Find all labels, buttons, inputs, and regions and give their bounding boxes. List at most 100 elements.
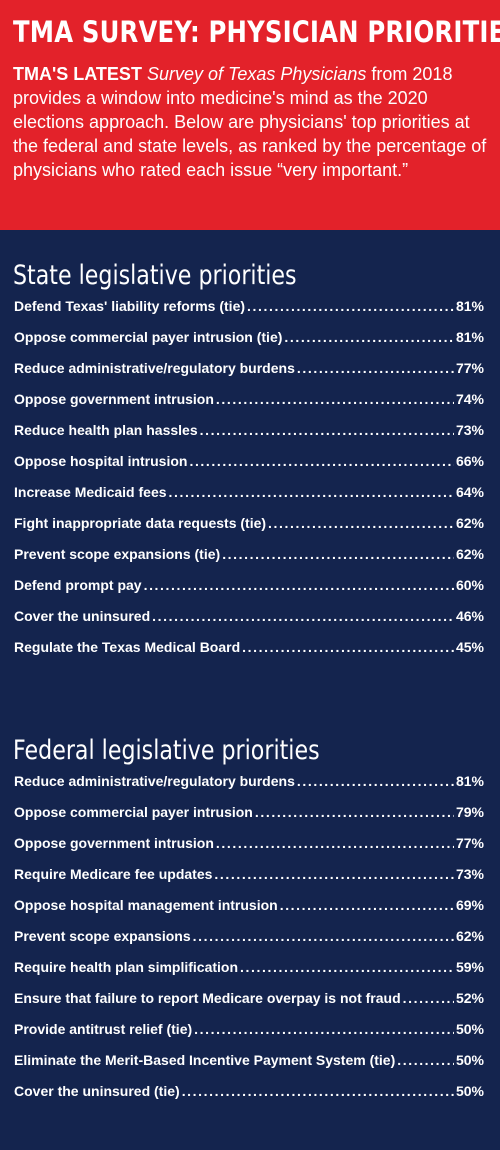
federal-priorities-list: Reduce administrative/regulatory burdens… bbox=[0, 773, 500, 1114]
priority-percentage: 46% bbox=[455, 608, 484, 624]
priority-row: Fight inappropriate data requests (tie) 6… bbox=[0, 515, 500, 546]
state-priorities-list: Defend Texas' liability reforms (tie) 81%… bbox=[0, 298, 500, 670]
priority-row: Reduce health plan hassles 73% bbox=[0, 422, 500, 453]
intro-paragraph: TMA'S LATEST Survey of Texas Physicians … bbox=[13, 62, 488, 182]
priority-row: Defend prompt pay 60% bbox=[0, 577, 500, 608]
priority-label: Oppose hospital intrusion bbox=[14, 453, 188, 469]
priority-label: Require health plan simplification bbox=[14, 959, 239, 975]
intro-body: from 2018 provides a window into medicin… bbox=[13, 64, 487, 180]
dot-leader bbox=[189, 453, 454, 469]
priority-percentage: 60% bbox=[455, 577, 484, 593]
priority-percentage: 73% bbox=[455, 422, 484, 438]
priority-label: Reduce administrative/regulatory burdens bbox=[14, 360, 295, 376]
page-title: TMA SURVEY: PHYSICIAN PRIORITIES bbox=[13, 15, 500, 49]
priority-row: Oppose hospital management intrusion 69% bbox=[0, 897, 500, 928]
priority-label: Oppose commercial payer intrusion (tie) bbox=[14, 329, 283, 345]
priority-label: Cover the uninsured (tie) bbox=[14, 1083, 180, 1099]
priority-percentage: 62% bbox=[455, 515, 484, 531]
dot-leader bbox=[268, 515, 454, 531]
dot-leader bbox=[280, 897, 454, 913]
intro-lead: TMA'S LATEST bbox=[13, 64, 142, 84]
header-banner: TMA SURVEY: PHYSICIAN PRIORITIES TMA'S L… bbox=[0, 0, 500, 230]
priority-label: Oppose government intrusion bbox=[14, 391, 214, 407]
priority-row: Cover the uninsured 46% bbox=[0, 608, 500, 639]
priority-row: Oppose government intrusion 77% bbox=[0, 835, 500, 866]
intro-survey-name: Survey of Texas Physicians bbox=[146, 64, 367, 84]
priority-percentage: 77% bbox=[455, 360, 484, 376]
priority-row: Require Medicare fee updates 73% bbox=[0, 866, 500, 897]
priority-label: Prevent scope expansions (tie) bbox=[14, 546, 221, 562]
priority-percentage: 62% bbox=[455, 928, 484, 944]
dot-leader bbox=[194, 1021, 454, 1037]
priority-row: Require health plan simplification 59% bbox=[0, 959, 500, 990]
priority-percentage: 74% bbox=[455, 391, 484, 407]
priority-percentage: 73% bbox=[455, 866, 484, 882]
dot-leader bbox=[403, 990, 454, 1006]
dot-leader bbox=[144, 577, 454, 593]
dot-leader bbox=[255, 804, 454, 820]
priority-label: Require Medicare fee updates bbox=[14, 866, 213, 882]
priority-label: Reduce health plan hassles bbox=[14, 422, 198, 438]
priority-label: Fight inappropriate data requests (tie) bbox=[14, 515, 267, 531]
dot-leader bbox=[200, 422, 454, 438]
priority-row: Oppose commercial payer intrusion 79% bbox=[0, 804, 500, 835]
priority-label: Regulate the Texas Medical Board bbox=[14, 639, 241, 655]
priority-label: Provide antitrust relief (tie) bbox=[14, 1021, 193, 1037]
priority-percentage: 81% bbox=[455, 773, 484, 789]
priority-percentage: 50% bbox=[455, 1052, 484, 1068]
dot-leader bbox=[216, 391, 454, 407]
priority-label: Oppose hospital management intrusion bbox=[14, 897, 278, 913]
priority-row: Cover the uninsured (tie) 50% bbox=[0, 1083, 500, 1114]
priority-row: Ensure that failure to report Medicare o… bbox=[0, 990, 500, 1021]
dot-leader bbox=[193, 928, 454, 944]
priority-percentage: 69% bbox=[455, 897, 484, 913]
dot-leader bbox=[284, 329, 454, 345]
priority-percentage: 81% bbox=[455, 298, 484, 314]
dot-leader bbox=[216, 835, 454, 851]
priority-percentage: 50% bbox=[455, 1021, 484, 1037]
priority-label: Eliminate the Merit-Based Incentive Paym… bbox=[14, 1052, 396, 1068]
priority-row: Prevent scope expansions 62% bbox=[0, 928, 500, 959]
priority-percentage: 50% bbox=[455, 1083, 484, 1099]
priority-label: Defend Texas' liability reforms (tie) bbox=[14, 298, 246, 314]
priority-row: Oppose government intrusion 74% bbox=[0, 391, 500, 422]
dot-leader bbox=[242, 639, 454, 655]
dot-leader bbox=[182, 1083, 454, 1099]
dot-leader bbox=[169, 484, 454, 500]
priority-percentage: 45% bbox=[455, 639, 484, 655]
priority-label: Cover the uninsured bbox=[14, 608, 151, 624]
priority-row: Eliminate the Merit-Based Incentive Paym… bbox=[0, 1052, 500, 1083]
priority-label: Oppose government intrusion bbox=[14, 835, 214, 851]
priority-row: Increase Medicaid fees 64% bbox=[0, 484, 500, 515]
dot-leader bbox=[297, 773, 454, 789]
priority-label: Reduce administrative/regulatory burdens bbox=[14, 773, 295, 789]
priority-label: Defend prompt pay bbox=[14, 577, 142, 593]
federal-section-title: Federal legislative priorities bbox=[13, 735, 320, 766]
dot-leader bbox=[240, 959, 454, 975]
dot-leader bbox=[247, 298, 454, 314]
dot-leader bbox=[152, 608, 454, 624]
priority-row: Reduce administrative/regulatory burdens… bbox=[0, 773, 500, 804]
priority-percentage: 62% bbox=[455, 546, 484, 562]
dot-leader bbox=[297, 360, 454, 376]
priority-row: Oppose commercial payer intrusion (tie) 8… bbox=[0, 329, 500, 360]
dot-leader bbox=[222, 546, 454, 562]
dot-leader bbox=[214, 866, 454, 882]
priority-label: Ensure that failure to report Medicare o… bbox=[14, 990, 401, 1006]
priority-row: Prevent scope expansions (tie) 62% bbox=[0, 546, 500, 577]
priority-percentage: 52% bbox=[455, 990, 484, 1006]
dot-leader bbox=[397, 1052, 454, 1068]
priority-percentage: 64% bbox=[455, 484, 484, 500]
priority-label: Oppose commercial payer intrusion bbox=[14, 804, 253, 820]
priority-row: Provide antitrust relief (tie) 50% bbox=[0, 1021, 500, 1052]
priority-row: Oppose hospital intrusion 66% bbox=[0, 453, 500, 484]
priority-label: Increase Medicaid fees bbox=[14, 484, 167, 500]
priority-row: Regulate the Texas Medical Board 45% bbox=[0, 639, 500, 670]
priority-percentage: 66% bbox=[455, 453, 484, 469]
priority-percentage: 81% bbox=[455, 329, 484, 345]
priority-row: Defend Texas' liability reforms (tie) 81% bbox=[0, 298, 500, 329]
priority-label: Prevent scope expansions bbox=[14, 928, 191, 944]
priority-percentage: 59% bbox=[455, 959, 484, 975]
priority-percentage: 79% bbox=[455, 804, 484, 820]
priority-row: Reduce administrative/regulatory burdens… bbox=[0, 360, 500, 391]
